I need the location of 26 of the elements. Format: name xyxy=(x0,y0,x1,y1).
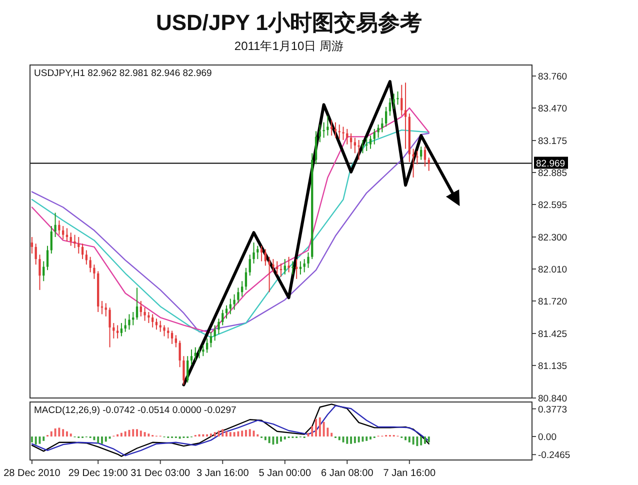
annotation: MACD(12,26,9) -0.0742 -0.0514 0.0000 -0.0297 xyxy=(34,405,236,416)
y-tick-label: 0.3773 xyxy=(538,404,568,416)
x-tick-label: 3 Jan 16:00 xyxy=(196,468,250,479)
x-tick-label: 31 Dec 03:00 xyxy=(130,468,191,479)
chart-subtitle: 2011年1月10日 周游 xyxy=(234,39,344,53)
ref-line-label: 82.969 xyxy=(536,158,566,170)
x-tick-label: 28 Dec 2010 xyxy=(4,468,61,479)
y-tick-label: 83.470 xyxy=(538,104,568,115)
x-tick-label: 29 Dec 19:00 xyxy=(68,468,128,479)
y-tick-label: 0.00 xyxy=(538,432,556,444)
x-tick-label: 7 Jan 16:00 xyxy=(383,468,436,479)
y-tick-label: 82.300 xyxy=(538,232,568,244)
chart-title: USD/JPY 1小时图交易参考 xyxy=(156,10,422,35)
annotation: USDJPY,H1 82.962 82.981 82.946 82.969 xyxy=(34,68,212,79)
y-tick-label: 81.425 xyxy=(538,328,568,340)
y-tick-label: 82.595 xyxy=(538,200,568,211)
y-tick-label: 83.760 xyxy=(538,72,568,83)
y-tick-label: 81.135 xyxy=(538,360,568,372)
y-tick-label: 81.720 xyxy=(538,296,568,308)
y-tick-label: 80.840 xyxy=(538,394,568,404)
x-tick-label: 5 Jan 00:00 xyxy=(258,468,312,479)
y-tick-label: -0.2465 xyxy=(538,450,570,462)
y-tick-label: 82.885 xyxy=(538,168,568,180)
x-tick-label: 6 Jan 08:00 xyxy=(321,468,374,479)
y-tick-label: 82.010 xyxy=(538,264,568,276)
y-tick-label: 83.175 xyxy=(538,136,568,148)
